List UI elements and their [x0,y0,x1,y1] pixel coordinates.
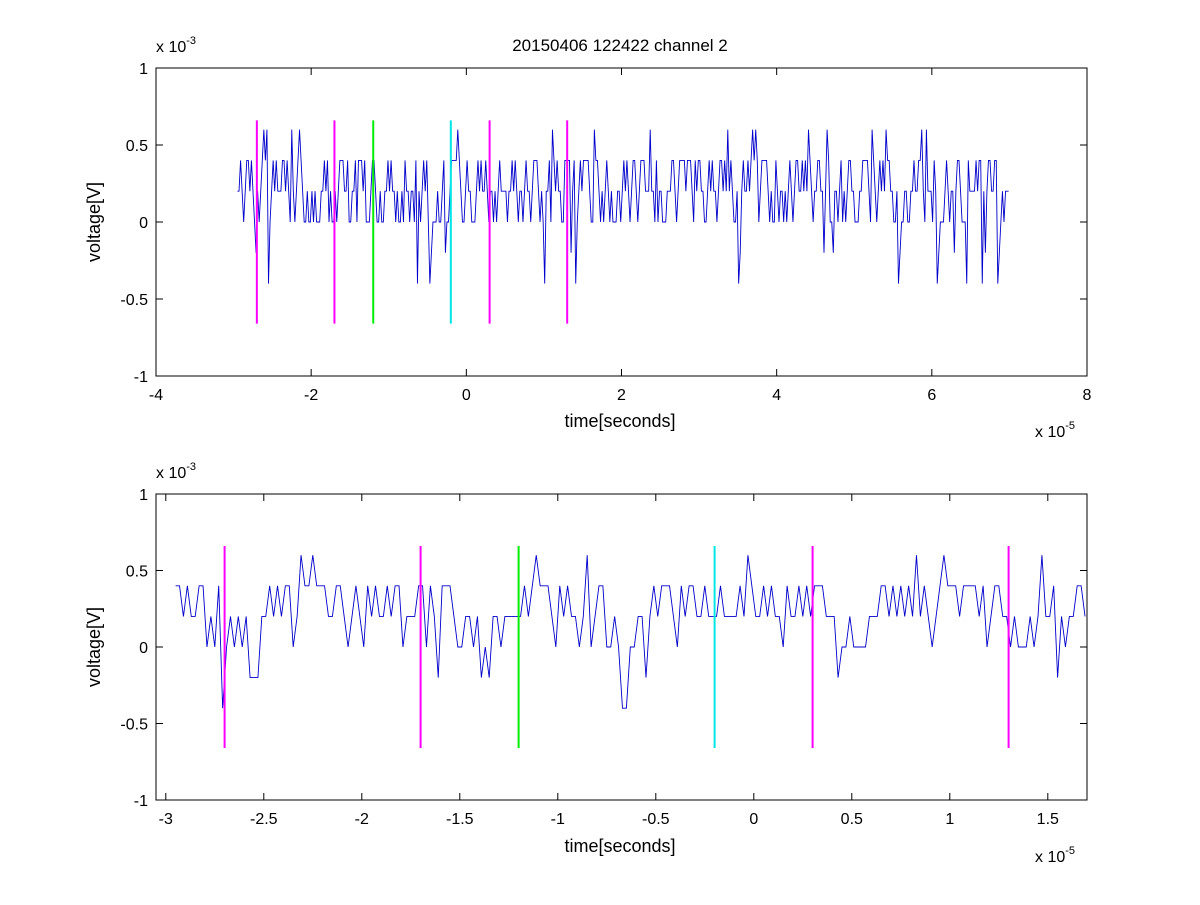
x-tick-label: -0.5 [642,811,670,828]
x-tick-label: 6 [927,387,936,404]
y-tick-label: -1 [134,793,148,810]
x-tick-label: -2 [304,387,318,404]
x-tick-label: 0 [462,387,471,404]
x-tick-label: 0.5 [841,811,863,828]
subplot-2-ylabel: voltage[V] [84,607,104,687]
y-tick-label: 0.5 [126,564,148,581]
subplot-2-x-exponent: x 10-5 [1035,845,1075,866]
x-tick-label: 1 [945,811,954,828]
subplot-1-x-exponent-power: -5 [1065,420,1075,432]
subplot-2-x-exponent-power: -5 [1065,845,1075,857]
x-tick-label: 4 [772,387,781,404]
subplot-2-y-exponent: x 10-3 [156,461,196,482]
subplot-2-x-exponent-base: x 10 [1035,849,1065,866]
subplot-1-xlabel: time[seconds] [564,411,675,431]
x-tick-label: 2 [617,387,626,404]
x-tick-label: -2.5 [250,811,278,828]
subplot-1-y-exponent: x 10-3 [156,35,196,56]
y-tick-label: 1 [139,61,148,78]
y-tick-label: -0.5 [120,292,148,309]
signal-trace [237,129,1009,284]
subplot-2-data-layer [175,546,1086,748]
subplot-1-ylabel: voltage[V] [84,182,104,262]
signal-trace [175,555,1086,709]
subplot-2-y-exponent-base: x 10 [156,465,186,482]
subplot-1-x-exponent-base: x 10 [1035,424,1065,441]
subplot-2-xlabel: time[seconds] [564,836,675,856]
y-tick-label: -0.5 [120,717,148,734]
x-tick-label: -3 [159,811,173,828]
x-tick-label: 1.5 [1037,811,1059,828]
y-tick-label: 0 [139,215,148,232]
subplot-2: -3 -2.5 -2 -1.5 -1 -0.5 0 0.5 1 1.5 -1 -0.5 0 0.5 1 x … [84,461,1088,866]
y-tick-label: 1 [139,487,148,504]
x-tick-label: -1.5 [446,811,474,828]
y-tick-label: -1 [134,369,148,386]
x-tick-label: 0 [749,811,758,828]
subplot-1-y-exponent-power: -3 [186,35,196,47]
x-tick-label: 8 [1083,387,1092,404]
subplot-1-ticks: -4 -2 0 2 4 6 8 -1 -0.5 0 0.5 1 [120,61,1091,404]
figure-title: 20150406 122422 channel 2 [512,36,728,55]
subplot-2-y-exponent-power: -3 [186,461,196,473]
subplot-1-y-exponent-base: x 10 [156,39,186,56]
x-tick-label: -2 [355,811,369,828]
subplot-1-data-layer [237,120,1009,324]
y-tick-label: 0.5 [126,138,148,155]
x-tick-label: -4 [149,387,163,404]
x-tick-label: -1 [551,811,565,828]
subplot-2-ticks: -3 -2.5 -2 -1.5 -1 -0.5 0 0.5 1 1.5 -1 -0.5 0 0.5 1 [120,487,1087,828]
subplot-1-x-exponent: x 10-5 [1035,420,1075,441]
subplot-1: -4 -2 0 2 4 6 8-1-0.500.51 x 10-3 x 10-5 time[… [84,35,1092,441]
y-tick-label: 0 [139,640,148,657]
